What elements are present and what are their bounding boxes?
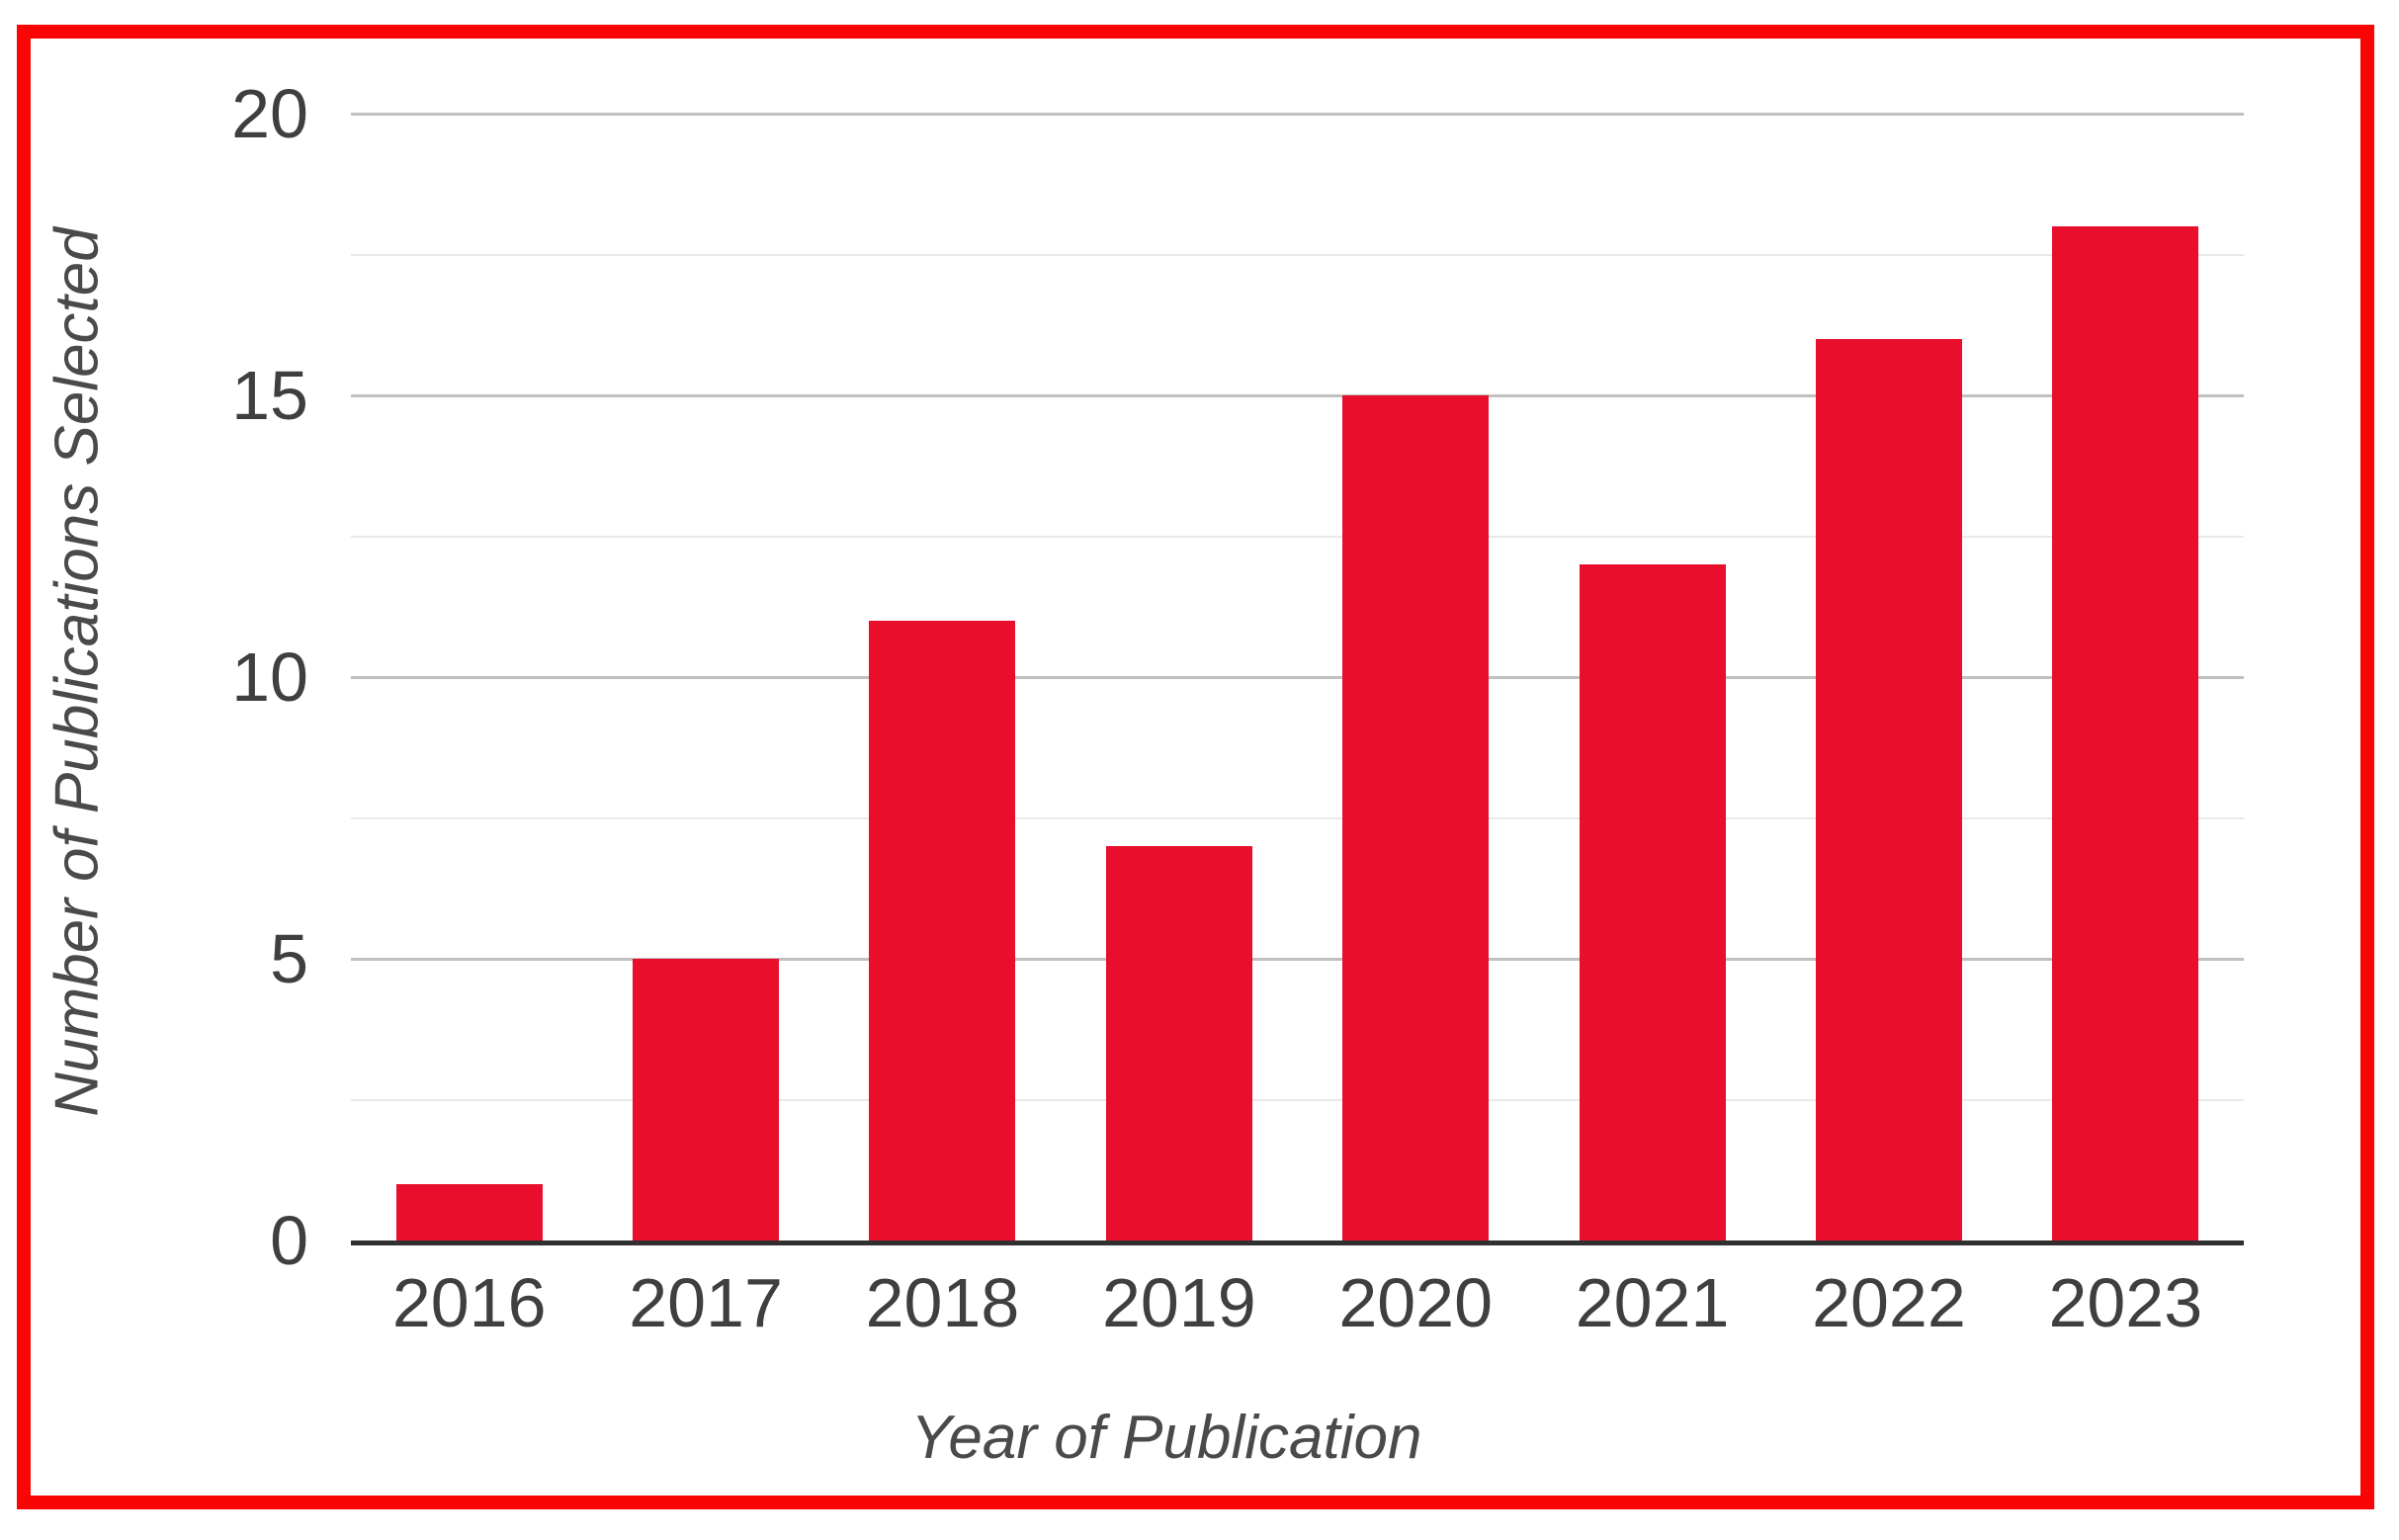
y-tick-label-0: 0 (270, 1202, 308, 1279)
x-tick-label-2018: 2018 (865, 1264, 1020, 1341)
major-gridline (351, 957, 2244, 961)
bar-2022 (1815, 339, 1962, 1241)
y-tick-label-10: 10 (231, 639, 308, 716)
x-tick-label-2016: 2016 (391, 1264, 547, 1341)
bar-2016 (395, 1184, 543, 1241)
major-gridline (351, 112, 2244, 116)
x-tick-label-2022: 2022 (1812, 1264, 1966, 1341)
x-tick-label-2021: 2021 (1575, 1264, 1730, 1341)
major-gridline (351, 393, 2244, 397)
bar-2020 (1342, 395, 1490, 1241)
x-tick-label-2019: 2019 (1101, 1264, 1256, 1341)
figure-red-border (17, 25, 2374, 1509)
x-tick-label-2023: 2023 (2048, 1264, 2203, 1341)
minor-gridline (351, 1098, 2244, 1101)
x-tick-label-2017: 2017 (629, 1264, 783, 1341)
major-gridline (351, 675, 2244, 679)
y-tick-label-15: 15 (231, 357, 308, 434)
x-tick-label-2020: 2020 (1338, 1264, 1494, 1341)
minor-gridline (351, 535, 2244, 538)
bar-2023 (2052, 226, 2199, 1241)
bar-2021 (1579, 564, 1726, 1241)
minor-gridline (351, 816, 2244, 819)
bar-2017 (633, 959, 780, 1241)
x-axis-line (351, 1241, 2244, 1245)
minor-gridline (351, 253, 2244, 256)
y-tick-label-5: 5 (270, 920, 308, 997)
plot-area (351, 112, 2244, 1245)
y-tick-label-20: 20 (231, 75, 308, 152)
x-axis-title: Year of Publication (910, 1404, 1422, 1472)
bar-2019 (1105, 846, 1252, 1241)
bar-2018 (869, 621, 1016, 1241)
